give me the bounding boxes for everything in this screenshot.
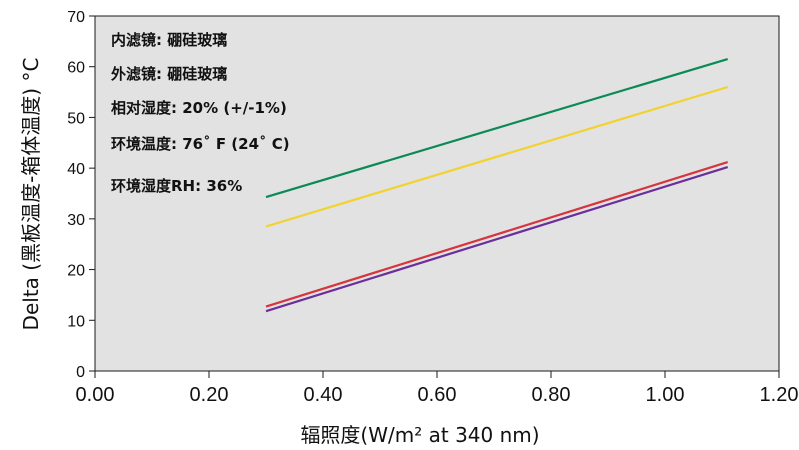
x-tick-label: 0.40 bbox=[304, 384, 343, 406]
y-tick-label: 50 bbox=[67, 110, 85, 127]
x-tick-label: 0.80 bbox=[532, 384, 571, 406]
annotation-5: 环境湿度RH: 36% bbox=[111, 177, 242, 195]
series-lines bbox=[265, 58, 729, 313]
y-axis: 0 10 20 30 40 50 60 70 bbox=[67, 9, 95, 381]
x-axis: 0.00 0.20 0.40 0.60 0.80 1.00 1.20 bbox=[76, 371, 799, 406]
y-tick-label: 30 bbox=[67, 212, 85, 229]
y-axis-label: Delta (黑板温度-箱体温度) °C bbox=[19, 58, 43, 331]
x-tick-label: 0.20 bbox=[190, 384, 229, 406]
plot-area bbox=[94, 15, 780, 372]
y-tick-label: 0 bbox=[76, 364, 85, 381]
y-tick-label: 20 bbox=[67, 263, 85, 280]
x-tick-label: 0.00 bbox=[76, 384, 115, 406]
y-tick-label: 40 bbox=[67, 161, 85, 178]
y-tick-label: 10 bbox=[67, 313, 85, 330]
x-tick-label: 0.60 bbox=[418, 384, 457, 406]
annotation-2: 外滤镜: 硼硅玻璃 bbox=[110, 65, 227, 83]
series-line-1 bbox=[265, 58, 729, 199]
y-tick-label: 70 bbox=[67, 9, 85, 26]
x-tick-label: 1.00 bbox=[646, 384, 685, 406]
series-line-4 bbox=[265, 166, 729, 313]
annotation-4: 环境温度: 76˚ F (24˚ C) bbox=[111, 135, 290, 153]
x-axis-label: 辐照度(W/m² at 340 nm) bbox=[300, 423, 539, 447]
y-tick-label: 60 bbox=[67, 60, 85, 77]
annotation-1: 内滤镜: 硼硅玻璃 bbox=[111, 31, 227, 49]
series-line-3 bbox=[265, 161, 729, 308]
annotation-3: 相对湿度: 20% (+/-1%) bbox=[111, 99, 287, 117]
x-tick-label: 1.20 bbox=[760, 384, 799, 406]
series-line-2 bbox=[265, 85, 729, 228]
